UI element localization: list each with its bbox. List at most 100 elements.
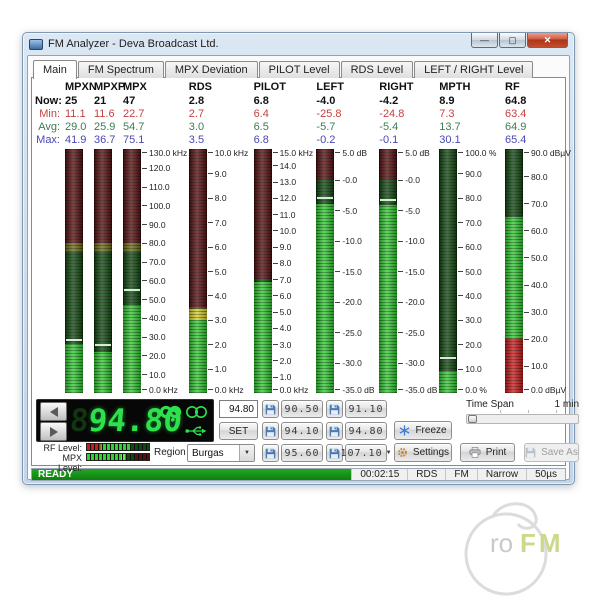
watermark-text-green: FM xyxy=(520,528,564,558)
status-cells: 00:02:15 RDS FM Narrow 50µs xyxy=(351,469,565,480)
tick-mark xyxy=(142,205,147,207)
region-select[interactable]: Burgas ▼ xyxy=(187,444,255,462)
freeze-button[interactable]: Freeze xyxy=(394,421,452,440)
tick-label: 1.0 xyxy=(214,364,227,375)
row-label: Now: xyxy=(35,95,62,107)
meter-peak-marker xyxy=(95,344,111,347)
frequency-input[interactable] xyxy=(219,400,258,418)
tick-mark xyxy=(458,173,464,175)
preset-save-button[interactable] xyxy=(262,400,279,418)
region-dropdown-button[interactable]: ▼ xyxy=(239,445,254,461)
settings-button[interactable]: Settings xyxy=(394,443,452,462)
close-icon: ✕ xyxy=(543,34,552,45)
tick-mark xyxy=(524,338,529,340)
tab-mpx-deviation[interactable]: MPX Deviation xyxy=(164,61,258,78)
tick-label: 13.0 xyxy=(279,177,297,188)
tick-mark xyxy=(207,152,213,153)
value-min: 7.3 xyxy=(439,108,455,120)
value-avg: 29.0 xyxy=(65,121,87,133)
watermark-text-gray: ro xyxy=(490,528,513,558)
tick-mark xyxy=(142,299,147,301)
time-span-slider[interactable] xyxy=(466,414,579,424)
tick-mark xyxy=(142,374,147,376)
scale-tick: -25.0 xyxy=(335,328,362,338)
tab-left-right-level[interactable]: LEFT / RIGHT Level xyxy=(414,61,534,78)
tab-fm-spectrum[interactable]: FM Spectrum xyxy=(77,61,164,78)
tick-mark xyxy=(272,214,278,216)
tick-mark xyxy=(272,311,278,313)
tick-mark xyxy=(458,368,464,370)
tick-mark xyxy=(458,295,464,297)
tick-mark xyxy=(335,389,341,390)
meter-led-stripes xyxy=(253,149,272,393)
preset-save-button[interactable] xyxy=(262,422,279,440)
scale-tick: 7.0 xyxy=(272,275,291,285)
tick-label: 40.0 xyxy=(531,280,548,291)
time-span-label: Time Span xyxy=(466,399,514,410)
tick-mark xyxy=(207,368,213,370)
meter-scale: 15.0 kHz 14.0 13.0 12.0 11.0 10.0 9.0 8.0 7.0 6.0… xyxy=(272,147,317,397)
close-button[interactable]: ✕ xyxy=(527,33,568,48)
tick-mark xyxy=(335,210,341,211)
value-min: 6.4 xyxy=(253,108,269,120)
tick-mark xyxy=(524,284,529,286)
title-bar[interactable]: FM Analyzer - Deva Broadcast Ltd. — ▢ ✕ xyxy=(23,33,574,55)
preset-button-94-10[interactable]: 94.10 xyxy=(281,422,323,440)
meter-area: 10.0 kHz 9.0 8.0 7.0 6.0 5.0 4.0 3.0 2.0 1.0 0.0 k… xyxy=(188,148,254,397)
tick-mark xyxy=(524,152,529,153)
preset-button-90-50[interactable]: 90.50 xyxy=(281,400,323,418)
tick-mark xyxy=(524,176,529,178)
maximize-button[interactable]: ▢ xyxy=(499,33,526,48)
column-header: RIGHT xyxy=(379,81,414,93)
tick-label: 0.0 kHz xyxy=(279,384,309,395)
tab-main[interactable]: Main xyxy=(33,60,77,79)
tick-label: 30.0 xyxy=(465,315,482,326)
slider-tick xyxy=(528,410,529,413)
scale-tick: 10.0 xyxy=(524,361,548,371)
preset-save-button[interactable] xyxy=(326,400,343,418)
tick-mark xyxy=(142,280,147,282)
scale-tick: 13.0 xyxy=(272,177,297,188)
tick-label: 80.0 xyxy=(149,238,166,249)
tick-label: -5.0 xyxy=(342,205,358,216)
meter-shade xyxy=(253,149,272,393)
preset-save-button[interactable] xyxy=(326,444,343,462)
print-button[interactable]: Print xyxy=(460,443,515,462)
save-icon xyxy=(329,404,340,414)
tick-label: -30.0 xyxy=(342,358,362,368)
tick-label: -0.0 xyxy=(342,175,358,185)
preset-button-94-80[interactable]: 94.80 xyxy=(345,422,387,440)
tick-mark xyxy=(272,360,278,362)
tick-label: 100.0 xyxy=(149,200,171,211)
column-header: LEFT xyxy=(316,81,344,93)
tick-label: -35.0 dB xyxy=(342,384,375,395)
preset-save-button[interactable] xyxy=(262,444,279,462)
value-avg: 6.5 xyxy=(253,121,269,133)
tick-label: 15.0 kHz xyxy=(279,147,314,158)
preset-button-95-60[interactable]: 95.60 xyxy=(281,444,323,462)
tune-up-button[interactable] xyxy=(40,422,67,441)
minimize-button[interactable]: — xyxy=(471,33,498,48)
scale-tick: 40.0 xyxy=(524,280,548,291)
preset-save-button[interactable] xyxy=(326,422,343,440)
set-button[interactable]: SET xyxy=(219,422,258,440)
tick-label: 9.0 xyxy=(214,168,227,179)
tab-rds-level[interactable]: RDS Level xyxy=(340,61,414,78)
tick-mark xyxy=(335,271,341,272)
slider-handle[interactable] xyxy=(468,415,477,423)
mpx-level-label: MPX Level: xyxy=(57,453,82,473)
tick-mark xyxy=(142,224,147,226)
preset-frequency: 95.60 xyxy=(284,447,320,459)
tick-label: -20.0 xyxy=(405,297,425,307)
scale-tick: 0.0 kHz xyxy=(207,385,244,395)
preset-button-107-10[interactable]: 107.10 ▼ xyxy=(340,444,392,462)
tab-pilot-level[interactable]: PILOT Level xyxy=(258,61,340,78)
tick-label: 100.0 % xyxy=(465,147,497,158)
scale-tick: 0.0 kHz xyxy=(142,385,178,395)
status-ready: READY xyxy=(32,469,352,480)
preset-button-91-10[interactable]: 91.10 xyxy=(345,400,387,418)
save-as-button[interactable]: Save As xyxy=(524,443,579,462)
meter-lit-fill xyxy=(505,217,523,393)
meter-column-right: RIGHT -4.2 -24.8 -5.4 -0.1 5.0 dB -0.0 -5.0 -10.… xyxy=(379,81,439,397)
tune-down-button[interactable] xyxy=(40,402,67,421)
